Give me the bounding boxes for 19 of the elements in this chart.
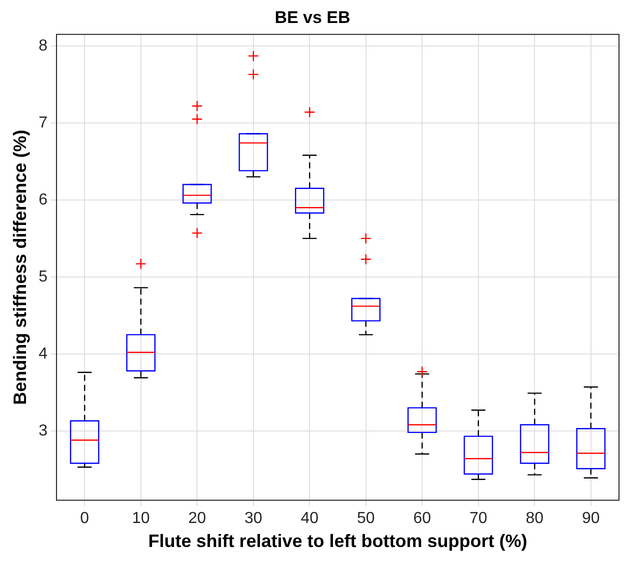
- x-tick-label: 90: [582, 510, 600, 528]
- x-tick-label: 20: [188, 510, 206, 528]
- x-tick-label: 40: [300, 510, 319, 528]
- y-tick-label: 4: [38, 345, 48, 362]
- x-tick-label: 80: [526, 510, 544, 528]
- x-tick-label: 10: [132, 510, 150, 528]
- y-tick-label: 5: [38, 268, 48, 286]
- y-tick-label: 6: [38, 191, 48, 208]
- x-tick-label: 60: [413, 510, 432, 528]
- chart-title: BE vs EB: [274, 8, 350, 27]
- x-tick-label: 0: [80, 510, 90, 528]
- x-tick-label: 50: [356, 510, 375, 528]
- y-tick-label: 7: [38, 114, 48, 132]
- x-tick-label: 30: [244, 510, 262, 528]
- x-tick-label: 70: [469, 510, 488, 528]
- y-tick-label: 3: [38, 422, 48, 440]
- y-axis-title: Bending stiffness difference (%): [10, 130, 30, 405]
- x-axis-title: Flute shift relative to left bottom support (%): [148, 531, 528, 552]
- y-tick-label: 8: [38, 37, 48, 54]
